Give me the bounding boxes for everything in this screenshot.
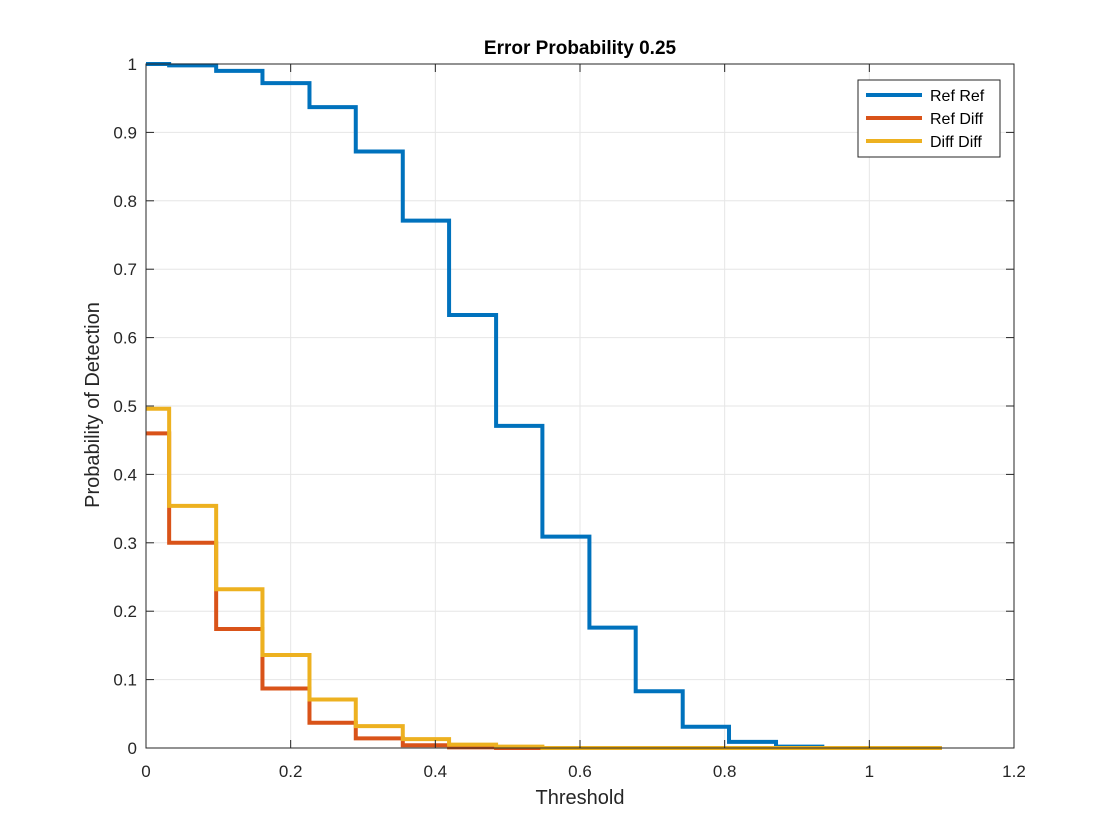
x-tick-label: 0.8 <box>713 762 737 781</box>
legend-entry-label: Ref Diff <box>930 111 984 128</box>
y-tick-label: 0.4 <box>113 465 137 484</box>
series-line-ref-ref <box>146 62 942 750</box>
x-axis-label: Threshold <box>536 787 625 809</box>
x-tick-label: 0.6 <box>568 762 592 781</box>
y-tick-label: 0.6 <box>113 329 137 348</box>
chart-title: Error Probability 0.25 <box>484 38 677 59</box>
x-tick-label: 0.2 <box>279 762 303 781</box>
y-tick-label: 0.3 <box>113 534 137 553</box>
y-tick-label: 0.9 <box>113 123 137 142</box>
x-tick-label: 0 <box>141 762 150 781</box>
x-tick-label: 0.4 <box>424 762 448 781</box>
legend: Ref Ref Ref Diff Diff Diff <box>857 79 1001 158</box>
ticks-layer: 0 0.2 0.4 0.6 0.8 1 1.2 0 0.1 0.2 0.3 0.4 0.5 0.6 0.7 0… <box>113 55 1025 781</box>
legend-entry-label: Diff Diff <box>930 134 982 151</box>
y-tick-label: 0 <box>128 739 137 758</box>
y-tick-label: 0.2 <box>113 602 137 621</box>
x-tick-label: 1 <box>865 762 874 781</box>
y-tick-label: 1 <box>128 55 137 74</box>
y-tick-label: 0.7 <box>113 260 137 279</box>
y-tick-label: 0.8 <box>113 192 137 211</box>
grid-layer <box>146 64 1014 748</box>
y-axis-label: Probability of Detection <box>82 302 104 508</box>
legend-entry-label: Ref Ref <box>930 88 985 105</box>
y-tick-label: 0.1 <box>113 671 137 690</box>
x-tick-label: 1.2 <box>1002 762 1026 781</box>
y-tick-label: 0.5 <box>113 397 137 416</box>
